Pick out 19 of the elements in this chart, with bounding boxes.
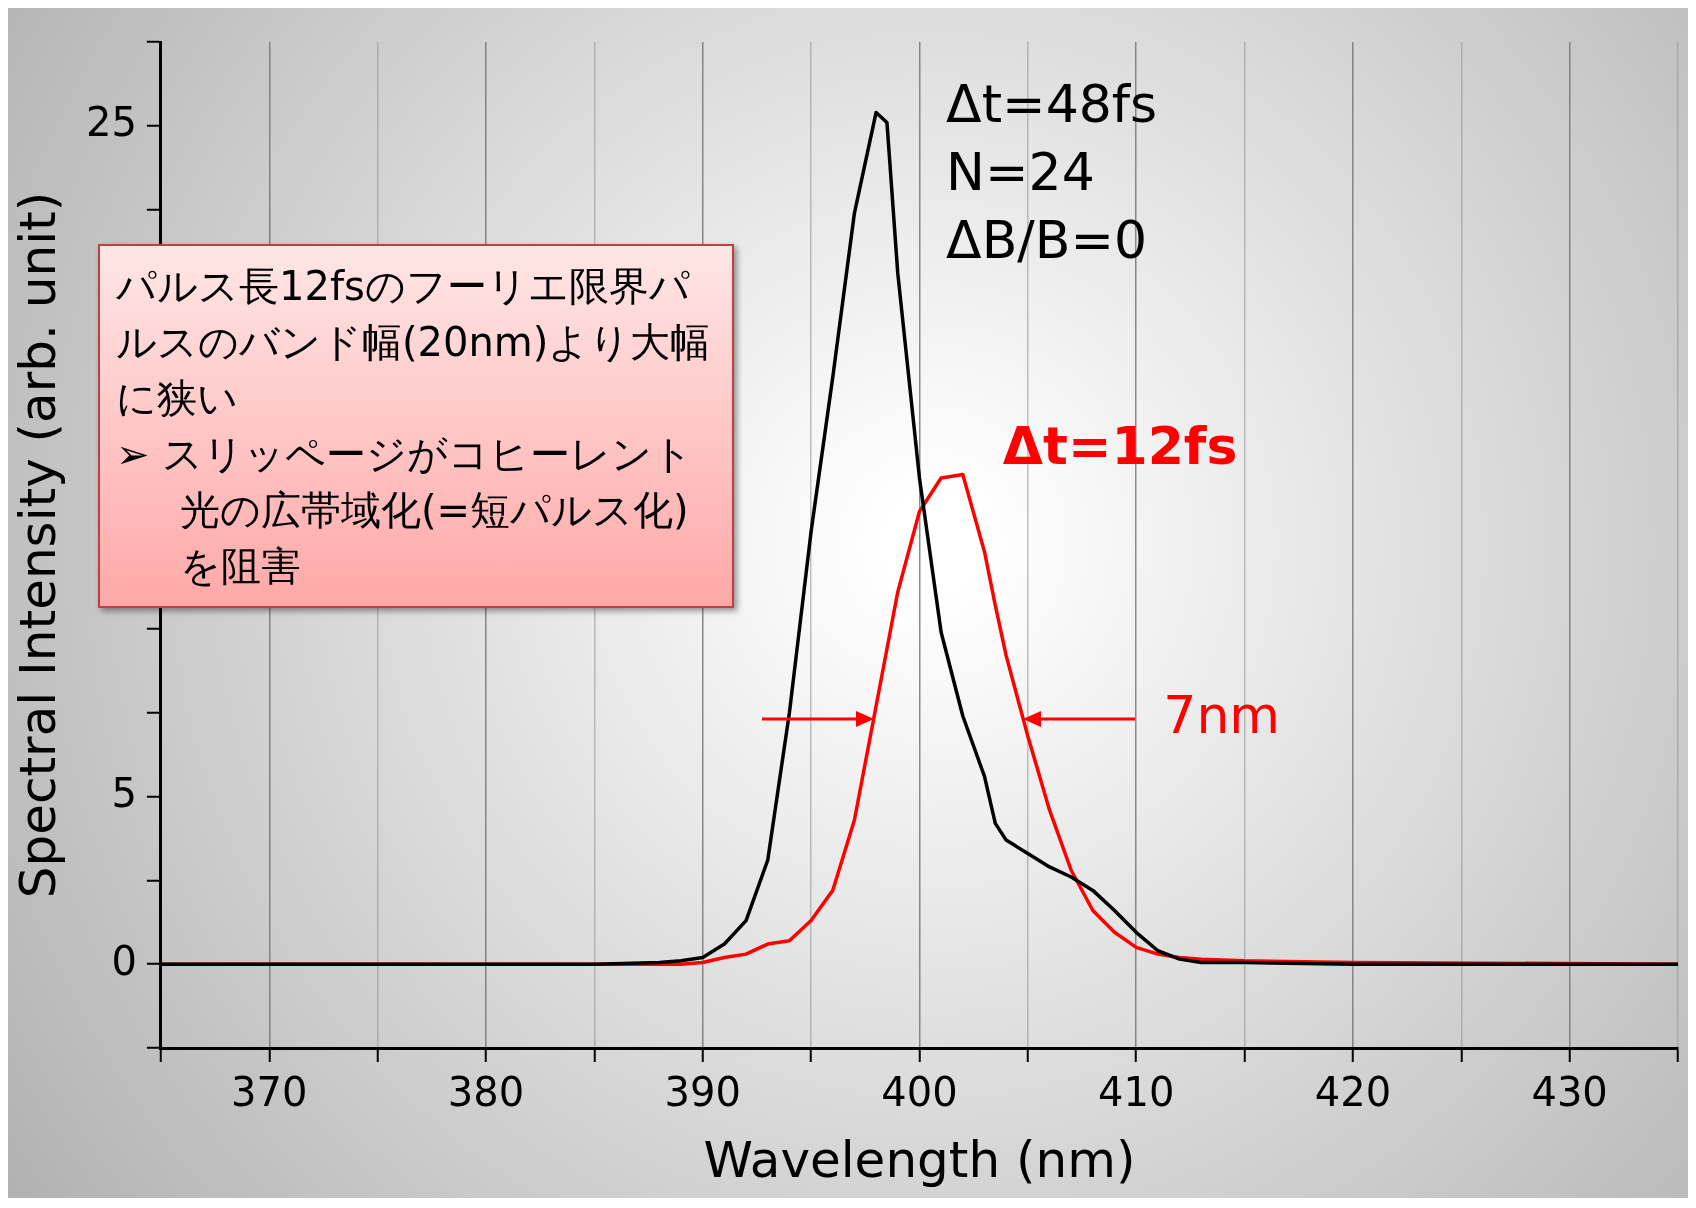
x-tick-label: 430 bbox=[1531, 1069, 1608, 1116]
x-axis-title: Wavelength (nm) bbox=[703, 1130, 1136, 1189]
y-tick-label: 25 bbox=[85, 99, 137, 146]
annotation: ΔB/B=0 bbox=[946, 209, 1148, 270]
x-tick-label: 400 bbox=[881, 1069, 958, 1116]
x-tick-label: 380 bbox=[447, 1069, 525, 1116]
x-tick-label: 390 bbox=[664, 1069, 741, 1116]
annotation: ➢ スリッページがコヒーレント光の広帯域化(=短パルス化)を阻害 bbox=[116, 430, 695, 591]
y-tick-label: 0 bbox=[111, 937, 137, 984]
x-tick-label: 370 bbox=[231, 1069, 308, 1116]
annotation: 7nm bbox=[1163, 685, 1280, 746]
x-tick-label: 420 bbox=[1314, 1069, 1392, 1116]
x-tick-label: 410 bbox=[1098, 1069, 1175, 1116]
annotation: パルス長12fsのフーリエ限界パルスのバンド幅(20nm)より大幅に狭い bbox=[116, 262, 712, 423]
series-label: Δt=12fs bbox=[1002, 416, 1238, 477]
y-axis-title: Spectral Intensity (arb. unit) bbox=[8, 191, 67, 899]
annotation: N=24 bbox=[946, 141, 1095, 202]
series-label: Δt=48fs bbox=[946, 73, 1158, 134]
y-tick-label: 5 bbox=[111, 769, 137, 816]
